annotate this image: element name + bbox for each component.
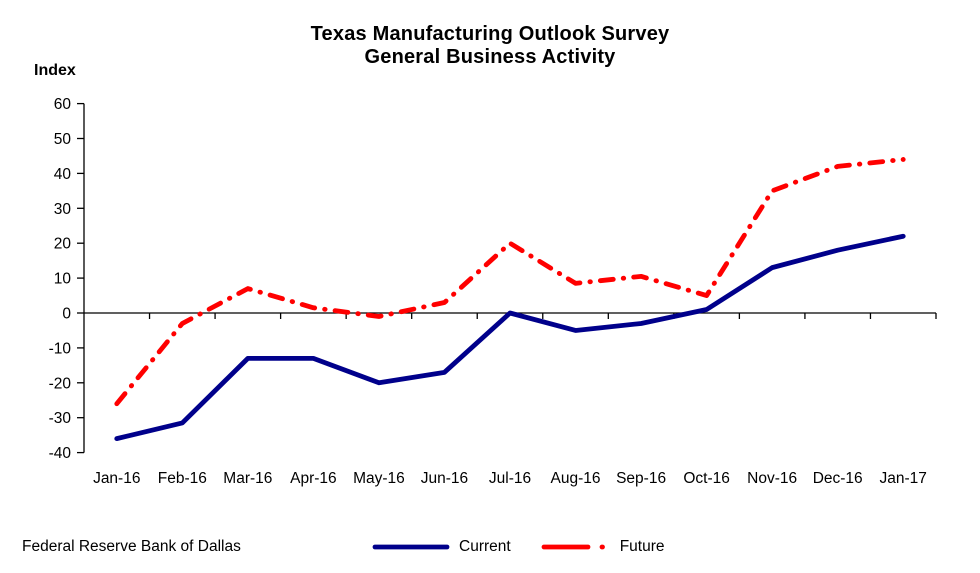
chart-title-line2: General Business Activity	[364, 46, 616, 68]
x-tick-label: Mar-16	[223, 470, 272, 487]
y-tick-label: 0	[62, 306, 71, 323]
x-tick-label: Jun-16	[421, 470, 468, 487]
legend-label-future: Future	[619, 538, 665, 555]
x-tick-label: Jan-17	[880, 470, 927, 487]
x-tick-label: Dec-16	[813, 470, 863, 487]
chart-title-line1: Texas Manufacturing Outlook Survey	[310, 23, 670, 45]
legend-label-current: Current	[459, 538, 511, 555]
x-tick-label: Aug-16	[551, 470, 601, 487]
y-tick-label: -20	[49, 375, 72, 392]
future-line-sample-icon	[541, 544, 611, 550]
x-tick-label: Jan-16	[93, 470, 140, 487]
x-tick-label: Feb-16	[158, 470, 207, 487]
source-attribution: Federal Reserve Bank of Dallas	[22, 538, 241, 555]
y-tick-label: 10	[54, 271, 72, 288]
x-tick-label: May-16	[353, 470, 405, 487]
series-line-current	[114, 233, 906, 442]
y-tick-label: 50	[54, 131, 72, 148]
current-line-sample-icon	[372, 544, 450, 550]
x-tick-label: Oct-16	[683, 470, 730, 487]
chart-title: Texas Manufacturing Outlook Survey Gener…	[0, 23, 980, 69]
y-axis-title: Index	[34, 62, 76, 79]
x-tick-label: Sep-16	[616, 470, 666, 487]
series-line-future	[114, 157, 906, 407]
legend-entry-current: Current	[372, 538, 511, 556]
y-tick-label: 20	[54, 236, 72, 253]
y-tick-label: 60	[54, 96, 72, 113]
x-tick-label: Apr-16	[290, 470, 337, 487]
y-tick-label: -40	[49, 445, 72, 462]
x-tick-label: Jul-16	[489, 470, 531, 487]
y-tick-label: 30	[54, 201, 72, 218]
x-tick-label: Nov-16	[747, 470, 797, 487]
y-tick-label: -30	[49, 410, 72, 427]
legend: Current Future	[372, 535, 665, 559]
y-tick-label: 40	[54, 166, 72, 183]
legend-entry-future: Future	[541, 538, 665, 556]
y-tick-label: -10	[49, 340, 72, 357]
